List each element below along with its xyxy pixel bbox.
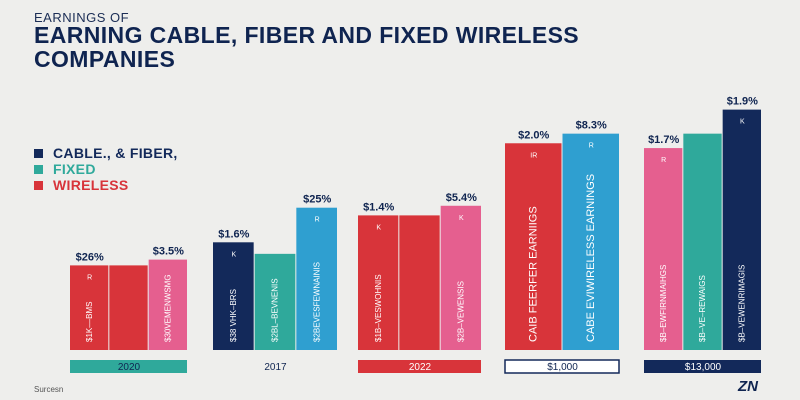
chart-title: EARNING CABLE, FIBER AND FIXED WIRELESS … (34, 22, 580, 72)
bar (722, 109, 761, 350)
bar-value-label: $25% (303, 194, 331, 206)
category-label: 2017 (264, 362, 287, 373)
bar-value-label: $5.4% (446, 192, 477, 204)
legend-item-cable-fiber: CABLE., & FIBER, (34, 145, 178, 161)
category-label-box (358, 360, 481, 373)
brand-logo: ZN (738, 378, 758, 395)
category-label: $13,000 (685, 362, 722, 373)
bar (683, 133, 722, 350)
bar-value-label: $1.6% (218, 228, 249, 240)
bar (644, 148, 683, 350)
bar-inner-label: $2B–VEWENSIS (456, 281, 465, 342)
category-label: $1,000 (547, 362, 578, 373)
bar (70, 265, 109, 350)
bar-marker-label: K (740, 119, 745, 126)
category-label-box (70, 360, 187, 373)
bar (109, 265, 148, 350)
bar-inner-label: $2BL–BEVNENIS (271, 278, 280, 342)
category-label: 2022 (409, 362, 432, 373)
legend-swatch-fixed (34, 164, 43, 174)
legend-swatch-cable-fiber (34, 148, 43, 158)
category-label-box (504, 359, 620, 374)
category-label: 2020 (118, 362, 141, 373)
bar-inner-label: $38 VHK–BRS (229, 289, 238, 342)
bar-inner-label: $1K––BMS (85, 302, 94, 342)
bar-value-label: $2.0% (518, 129, 549, 141)
bar-inner-label: $2BEVESFEWNAINIS (312, 262, 321, 342)
bar-inner-label: CAIB FEERFER EARNIIGS (528, 206, 540, 342)
legend-item-fixed: FIXED (34, 161, 178, 177)
category-label-box (644, 360, 761, 373)
bar-value-label: $1.9% (727, 96, 758, 108)
legend: CABLE., & FIBER, FIXED WIRELESS (34, 145, 178, 193)
bar-inner-label: CABE EVIWIRELESS EARNINGS (585, 174, 597, 342)
bar-marker-label: K (231, 251, 236, 258)
bar (254, 253, 296, 350)
bar-marker-label: R (315, 217, 320, 224)
bar-marker-label: K (459, 215, 464, 222)
bar (399, 215, 440, 350)
bar-marker-label: IR (530, 152, 537, 159)
bar (562, 133, 619, 350)
legend-label-wireless: WIRELESS (53, 177, 129, 193)
bar-marker-label: R (661, 157, 666, 164)
legend-item-wireless: WIRELESS (34, 177, 178, 193)
legend-label-cable-fiber: CABLE., & FIBER, (53, 145, 178, 161)
bar-marker-label: K (376, 224, 381, 231)
source-note: Surcesn (34, 385, 64, 394)
bar-inner-label: $B–EWFIRNMAIHGS (659, 265, 668, 342)
bar-value-label: $3.5% (153, 246, 184, 258)
bar-inner-label: $1B–VESWOHNIS (374, 274, 383, 342)
legend-label-fixed: FIXED (53, 161, 96, 177)
bar (358, 215, 399, 350)
bar-marker-label: R (87, 274, 92, 281)
bar-marker-label: R (589, 143, 594, 150)
bar-value-label: $1.7% (648, 134, 679, 146)
bar-value-label: $1.4% (363, 201, 394, 213)
bar-value-label: $8.3% (576, 120, 607, 132)
bar (148, 259, 187, 350)
bar (213, 242, 254, 350)
bar-inner-label: $B–VEWENRIMAGIS (737, 265, 746, 342)
bar-inner-label: $B–VE–REWAIGS (698, 275, 707, 342)
bar-value-label: $26% (76, 251, 104, 263)
legend-swatch-wireless (34, 180, 43, 190)
bar (505, 143, 562, 350)
bar (296, 207, 337, 350)
bar (440, 205, 481, 350)
chart-kicker: EARNINGS OF (34, 10, 130, 25)
bar-inner-label: $30VEMENWSMG (163, 274, 172, 342)
